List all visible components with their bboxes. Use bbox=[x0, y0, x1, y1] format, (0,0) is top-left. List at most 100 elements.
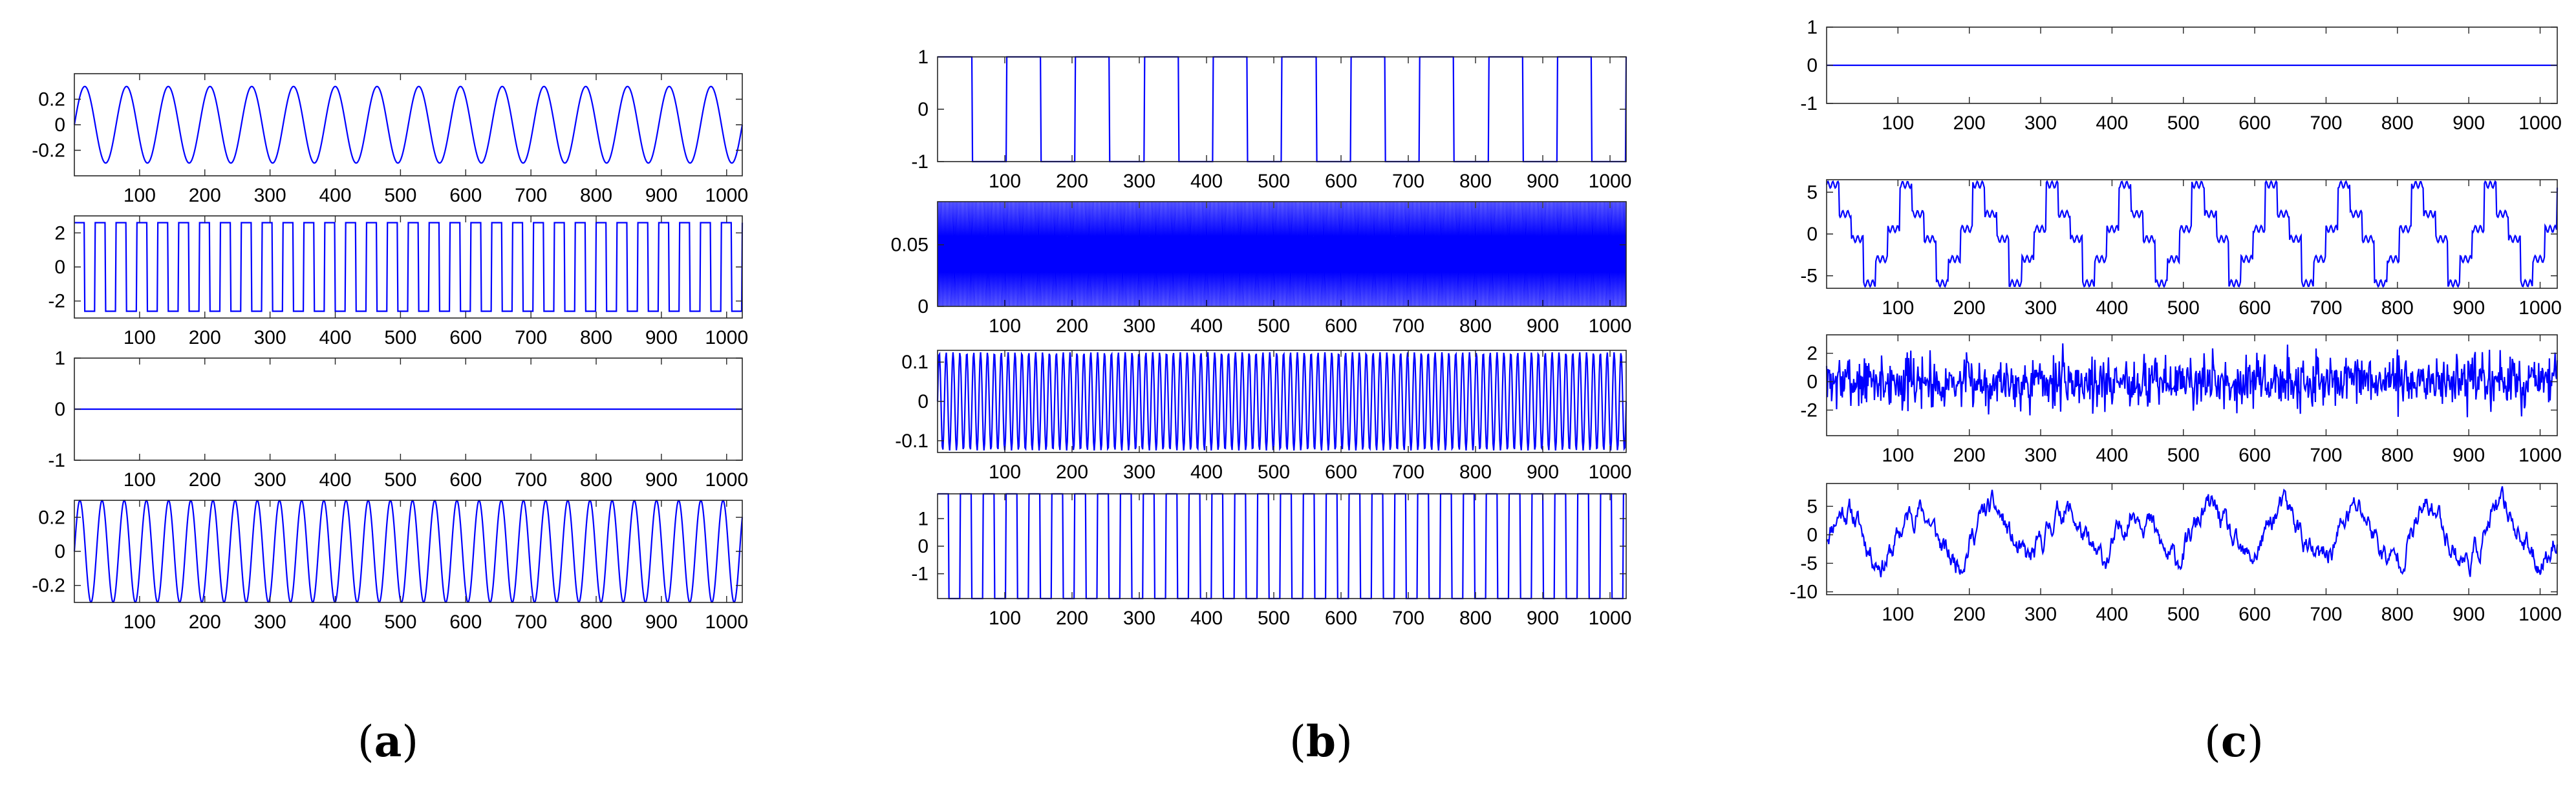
series-line-c-2 bbox=[1825, 180, 2559, 288]
xtick-label-a-2-1: 200 bbox=[189, 327, 221, 348]
ytick-label-c-2-0: -5 bbox=[1800, 266, 1818, 287]
subplot-b-4: 100 200 300 400 500 600 700 800 900 1000 -1 0 1 bbox=[911, 493, 1632, 629]
xtick-label-c-1-6: 700 bbox=[2310, 112, 2342, 134]
xtick-label-b-2-0: 100 bbox=[989, 315, 1021, 337]
xtick-label-b-3-6: 700 bbox=[1392, 462, 1424, 483]
xtick-label-c-4-6: 700 bbox=[2310, 604, 2342, 625]
xtick-label-b-2-7: 800 bbox=[1459, 315, 1492, 337]
series-line-b-2 bbox=[937, 201, 1627, 307]
ytick-label-c-3-1: 0 bbox=[1807, 372, 1818, 393]
xtick-label-b-4-0: 100 bbox=[989, 608, 1021, 629]
panel-label-b: (b) bbox=[1289, 716, 1353, 767]
ytick-label-a-3-2: 1 bbox=[54, 348, 65, 369]
xtick-label-c-1-1: 200 bbox=[1953, 112, 1986, 134]
ytick-label-c-2-1: 0 bbox=[1807, 224, 1818, 245]
xtick-label-c-2-8: 900 bbox=[2453, 297, 2485, 319]
xtick-label-a-4-1: 200 bbox=[189, 611, 221, 633]
xtick-label-c-1-2: 300 bbox=[2024, 112, 2057, 134]
xtick-label-c-1-5: 600 bbox=[2238, 112, 2271, 134]
subplot-a-2: 100 200 300 400 500 600 700 800 900 1000 -2 0 2 bbox=[48, 215, 748, 348]
ytick-label-a-4-2: 0.2 bbox=[38, 507, 65, 528]
subplot-b-1: 100 200 300 400 500 600 700 800 900 1000 -1 0 1 bbox=[911, 47, 1631, 192]
xtick-label-a-1-0: 100 bbox=[123, 185, 156, 206]
ytick-label-a-1-2: 0.2 bbox=[38, 89, 65, 111]
xtick-label-c-1-9: 1000 bbox=[2518, 112, 2562, 134]
xtick-label-b-4-5: 600 bbox=[1325, 608, 1357, 629]
ytick-label-a-2-1: 0 bbox=[54, 257, 65, 278]
ytick-label-b-1-1: 0 bbox=[918, 99, 928, 120]
xtick-label-a-3-9: 1000 bbox=[705, 469, 748, 491]
xtick-label-c-3-9: 1000 bbox=[2518, 445, 2562, 466]
ytick-label-b-1-2: 1 bbox=[918, 47, 928, 68]
ytick-label-c-1-2: 1 bbox=[1807, 17, 1818, 38]
panel-label-c: (c) bbox=[2204, 716, 2264, 767]
xtick-label-c-1-7: 800 bbox=[2381, 112, 2414, 134]
ytick-label-a-2-0: -2 bbox=[48, 291, 65, 312]
xtick-label-b-2-9: 1000 bbox=[1589, 315, 1632, 337]
ytick-label-b-2-1: 0.05 bbox=[891, 235, 928, 256]
xtick-label-b-1-8: 900 bbox=[1527, 171, 1559, 192]
xtick-label-a-4-3: 400 bbox=[319, 611, 351, 633]
xtick-label-b-4-7: 800 bbox=[1459, 608, 1492, 629]
xtick-label-a-2-4: 500 bbox=[384, 327, 416, 348]
xtick-label-c-2-7: 800 bbox=[2381, 297, 2414, 319]
xtick-label-b-3-9: 1000 bbox=[1589, 462, 1632, 483]
xtick-label-c-3-1: 200 bbox=[1953, 445, 1986, 466]
xtick-label-c-1-0: 100 bbox=[1882, 112, 1914, 134]
subplot-b-3: 100 200 300 400 500 600 700 800 900 1000 -0.1 0 0.1 bbox=[895, 350, 1631, 483]
xtick-label-c-4-9: 1000 bbox=[2518, 604, 2562, 625]
xtick-label-c-3-3: 400 bbox=[2096, 445, 2128, 466]
xtick-label-a-1-9: 1000 bbox=[705, 185, 748, 206]
xtick-label-b-4-4: 500 bbox=[1258, 608, 1290, 629]
xtick-label-b-1-6: 700 bbox=[1392, 171, 1424, 192]
ytick-label-b-4-2: 1 bbox=[918, 508, 928, 529]
xtick-label-b-2-4: 500 bbox=[1258, 315, 1290, 337]
ytick-label-b-3-1: 0 bbox=[918, 391, 928, 412]
xtick-label-b-3-8: 900 bbox=[1527, 462, 1559, 483]
xtick-label-a-3-4: 500 bbox=[384, 469, 416, 491]
xtick-label-c-4-8: 900 bbox=[2453, 604, 2485, 625]
xtick-label-b-1-2: 300 bbox=[1123, 171, 1155, 192]
subplot-c-1: 100 200 300 400 500 600 700 800 900 1000 -1 0 1 bbox=[1800, 17, 2562, 134]
xtick-label-b-2-8: 900 bbox=[1527, 315, 1559, 337]
xtick-label-b-4-8: 900 bbox=[1527, 608, 1559, 629]
xtick-label-c-1-8: 900 bbox=[2453, 112, 2485, 134]
ytick-label-a-1-1: 0 bbox=[54, 114, 65, 136]
subplot-c-2: 100 200 300 400 500 600 700 800 900 1000 -5 0 5 bbox=[1800, 179, 2562, 319]
subplot-a-3: 100 200 300 400 500 600 700 800 900 1000 -1 0 1 bbox=[48, 348, 748, 491]
ytick-label-b-4-1: 0 bbox=[918, 536, 928, 557]
xtick-label-c-4-0: 100 bbox=[1882, 604, 1914, 625]
xtick-label-c-3-7: 800 bbox=[2381, 445, 2414, 466]
xtick-label-b-1-3: 400 bbox=[1190, 171, 1223, 192]
xtick-label-b-2-5: 600 bbox=[1325, 315, 1357, 337]
xtick-label-a-3-0: 100 bbox=[123, 469, 156, 491]
axes-box-c-3 bbox=[1826, 334, 2558, 436]
ytick-label-a-4-0: -0.2 bbox=[32, 575, 65, 597]
ytick-label-c-4-3: 5 bbox=[1807, 496, 1818, 517]
ytick-label-c-4-0: -10 bbox=[1790, 582, 1818, 603]
xtick-label-a-1-7: 800 bbox=[580, 185, 612, 206]
xtick-label-c-3-8: 900 bbox=[2453, 445, 2485, 466]
ytick-label-a-3-0: -1 bbox=[48, 450, 65, 471]
ytick-label-b-2-0: 0 bbox=[918, 296, 928, 317]
xtick-label-b-2-2: 300 bbox=[1123, 315, 1155, 337]
xtick-label-b-2-1: 200 bbox=[1056, 315, 1088, 337]
xtick-label-a-4-2: 300 bbox=[254, 611, 286, 633]
xtick-label-a-4-0: 100 bbox=[123, 611, 156, 633]
ytick-label-b-3-0: -0.1 bbox=[895, 430, 928, 452]
series-line-b-4 bbox=[938, 493, 1626, 600]
xtick-label-a-1-2: 300 bbox=[254, 185, 286, 206]
ytick-label-c-4-2: 0 bbox=[1807, 524, 1818, 546]
xtick-label-b-4-6: 700 bbox=[1392, 608, 1424, 629]
xtick-label-b-3-7: 800 bbox=[1459, 462, 1492, 483]
xtick-label-c-2-9: 1000 bbox=[2518, 297, 2562, 319]
ytick-label-c-1-1: 0 bbox=[1807, 55, 1818, 76]
xtick-label-c-4-4: 500 bbox=[2167, 604, 2200, 625]
panel-label-a-letter: a bbox=[374, 716, 402, 767]
xtick-label-a-3-7: 800 bbox=[580, 469, 612, 491]
series-line-a-1 bbox=[73, 85, 744, 164]
xtick-label-b-4-9: 1000 bbox=[1589, 608, 1632, 629]
xtick-label-b-3-4: 500 bbox=[1258, 462, 1290, 483]
xtick-label-a-2-6: 700 bbox=[515, 327, 547, 348]
